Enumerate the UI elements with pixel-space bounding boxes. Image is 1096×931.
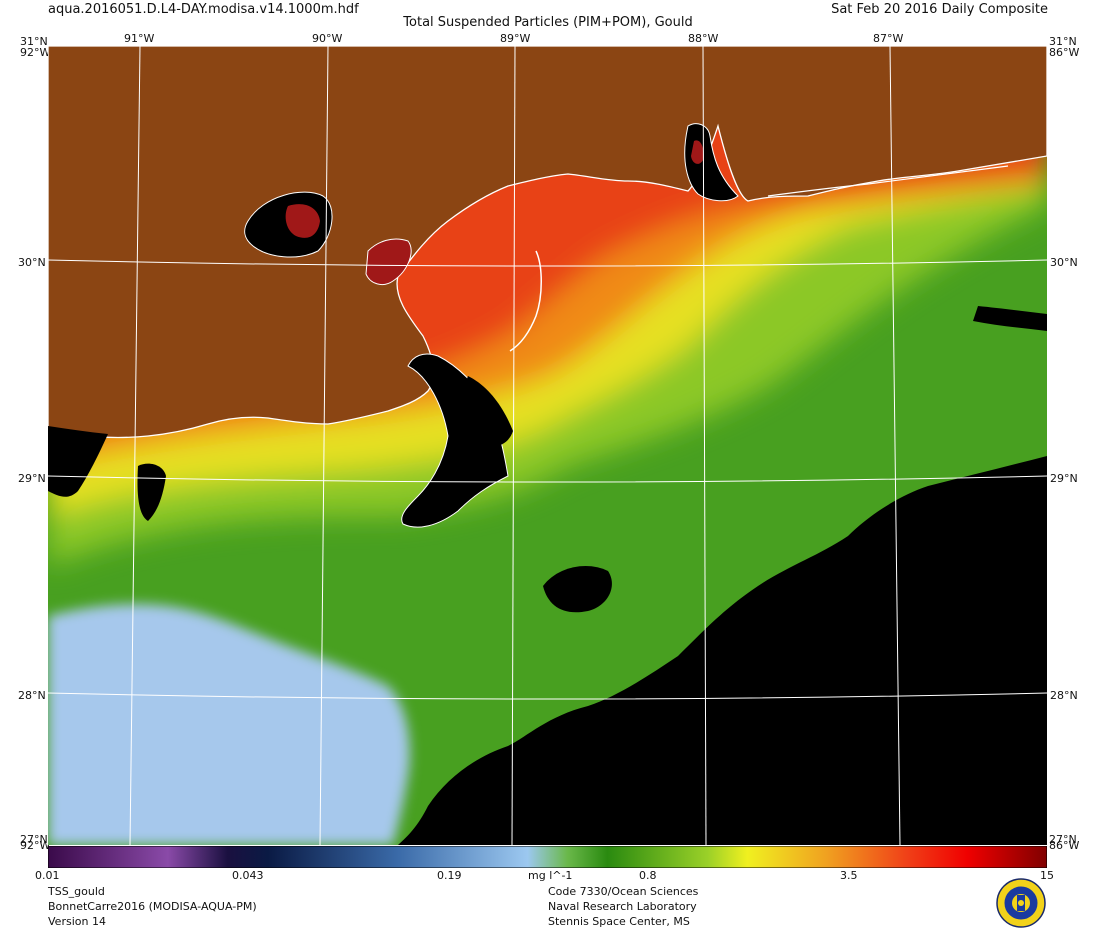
nrl-seal-icon [996, 878, 1046, 928]
no-data-deep [398, 456, 1047, 845]
tss-map[interactable] [48, 46, 1047, 845]
map-title: Total Suspended Particles (PIM+POM), Gou… [403, 15, 693, 30]
barrier-islands [767, 165, 1009, 197]
corner-bottom-left-lon: 92°W [20, 839, 51, 852]
corner-bottom-right-lon: 86°W [1049, 839, 1080, 852]
corner-top-right-lon: 86°W [1049, 46, 1080, 59]
lake-sediment [285, 204, 320, 238]
corner-top-right-lat: 31°N [1049, 35, 1077, 48]
version-label: Version 14 [48, 915, 106, 928]
cbar-units: mg l^-1 [528, 869, 573, 882]
chandeleur-islands [509, 250, 542, 352]
file-name: aqua.2016051.D.L4-DAY.modisa.v14.1000m.h… [48, 2, 359, 17]
event-label: BonnetCarre2016 (MODISA-AQUA-PM) [48, 900, 257, 913]
lat-tick-30n-right: 30°N [1050, 256, 1078, 269]
cbar-tick-3.5: 3.5 [840, 869, 858, 882]
cbar-tick-15: 15 [1040, 869, 1054, 882]
lon-tick-87w: 87°W [873, 32, 904, 45]
clear-water [48, 604, 410, 845]
lat-tick-29n-right: 29°N [1050, 472, 1078, 485]
lake-borgne [365, 238, 412, 285]
lat-tick-29n-left: 29°N [18, 472, 46, 485]
delta-no-data-east [462, 376, 513, 447]
cbar-tick-0.01: 0.01 [35, 869, 60, 882]
cbar-tick-0.043: 0.043 [232, 869, 264, 882]
product-name: TSS_gould [48, 885, 105, 898]
org-location: Stennis Space Center, MS [548, 915, 690, 928]
coastal-no-data-west [48, 426, 108, 497]
lon-tick-91w: 91°W [124, 32, 155, 45]
cbar-tick-0.19: 0.19 [437, 869, 462, 882]
lat-tick-28n-right: 28°N [1050, 689, 1078, 702]
org-name: Naval Research Laboratory [548, 900, 697, 913]
corner-bottom-right-lat: 27°N [1049, 833, 1077, 846]
corner-top-left-lat: 31°N [20, 35, 48, 48]
mobile-bay-sediment [691, 140, 704, 164]
lon-tick-89w: 89°W [500, 32, 531, 45]
cbar-tick-0.8: 0.8 [639, 869, 657, 882]
no-data-streak-east [973, 306, 1047, 331]
composite-date: Sat Feb 20 2016 Daily Composite [831, 2, 1048, 17]
lon-tick-90w: 90°W [312, 32, 343, 45]
corner-bottom-left-lat: 27°N [20, 833, 48, 846]
org-code: Code 7330/Ocean Sciences [548, 885, 699, 898]
lat-tick-28n-left: 28°N [18, 689, 46, 702]
corner-top-left-lon: 92°W [20, 46, 51, 59]
graticule [48, 46, 1047, 845]
no-data-patch [543, 566, 612, 613]
land-mass [48, 46, 1047, 439]
colorbar [48, 846, 1047, 868]
lon-tick-88w: 88°W [688, 32, 719, 45]
lat-tick-30n-left: 30°N [18, 256, 46, 269]
